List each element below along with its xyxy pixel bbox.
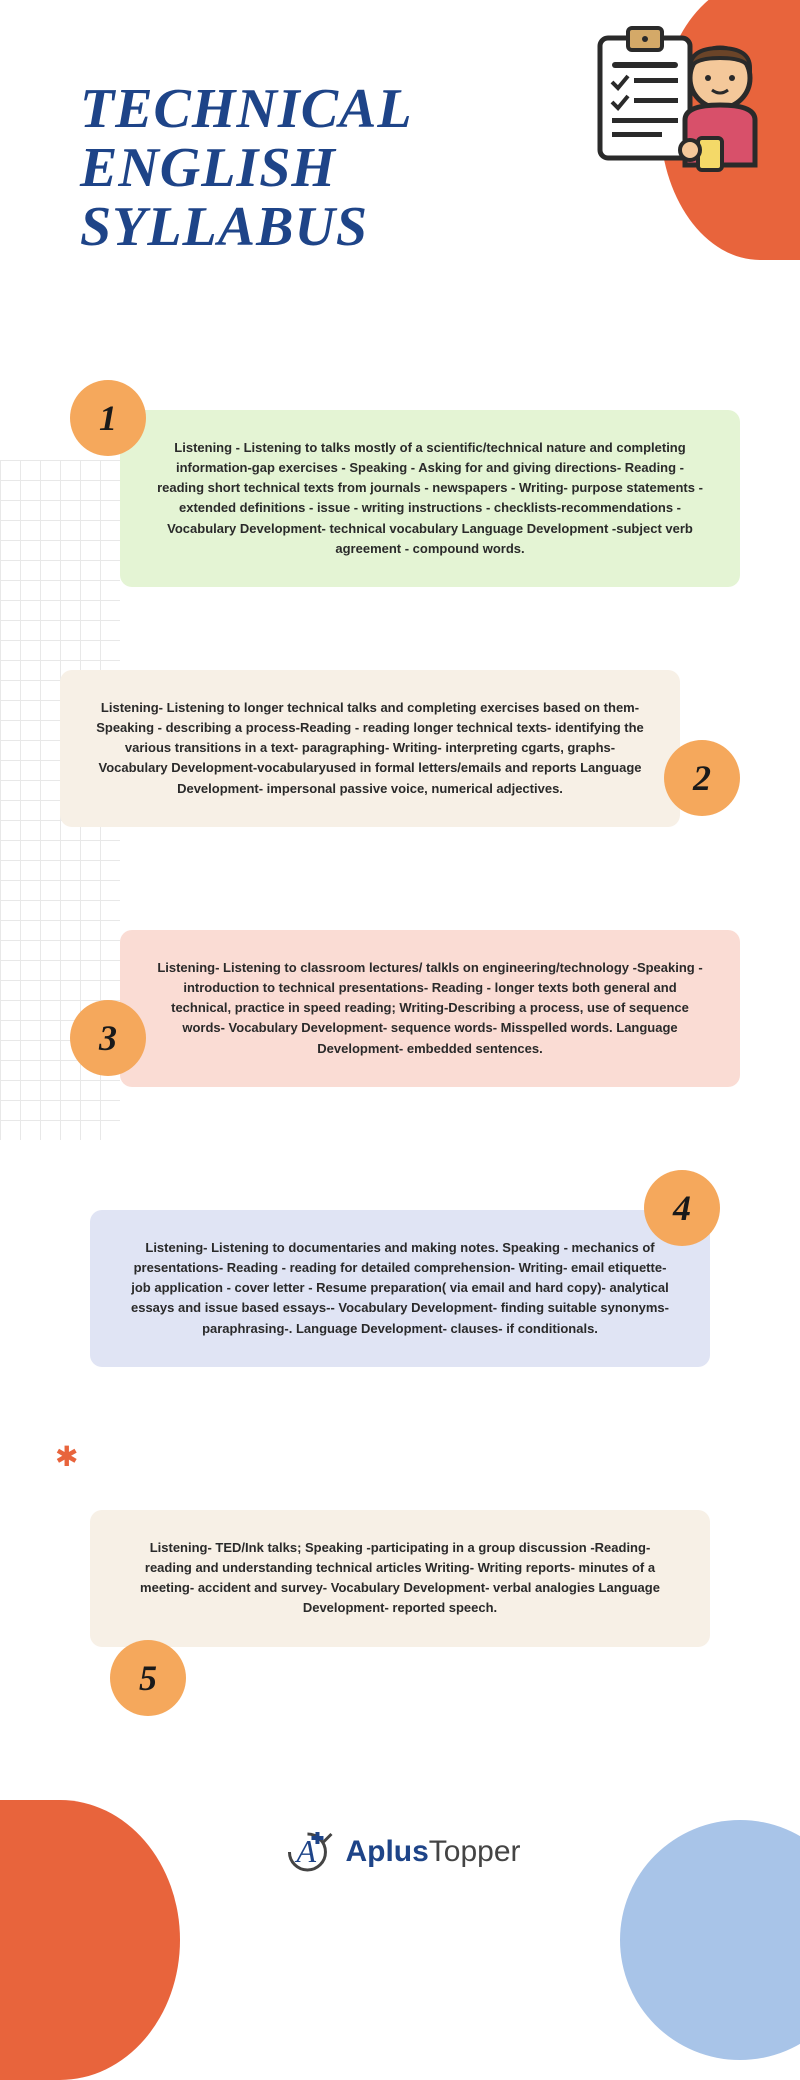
footer-logo: A AplusTopper: [279, 1824, 520, 1880]
footer-brand-topper: Topper: [429, 1835, 521, 1868]
title-line-3: SYLLABUS: [80, 196, 368, 258]
section-5-badge: 5: [110, 1640, 186, 1716]
syllabus-section-1: Listening - Listening to talks mostly of…: [120, 410, 740, 587]
student-clipboard-icon: [590, 20, 770, 200]
section-3-text: Listening- Listening to classroom lectur…: [156, 958, 704, 1059]
footer-logo-text: AplusTopper: [345, 1835, 520, 1869]
syllabus-section-2: Listening- Listening to longer technical…: [60, 670, 680, 827]
aplustopper-logo-icon: A: [279, 1824, 335, 1880]
section-2-badge: 2: [664, 740, 740, 816]
section-1-text: Listening - Listening to talks mostly of…: [156, 438, 704, 559]
badge-2-number: 2: [693, 757, 711, 799]
badge-1-number: 1: [99, 397, 117, 439]
section-3-badge: 3: [70, 1000, 146, 1076]
footer-brand-aplus: Aplus: [345, 1835, 428, 1868]
badge-3-number: 3: [99, 1017, 117, 1059]
section-1-badge: 1: [70, 380, 146, 456]
decorative-blob-bottom-right: [620, 1820, 800, 2060]
syllabus-section-5: Listening- TED/Ink talks; Speaking -part…: [90, 1510, 710, 1647]
badge-4-number: 4: [673, 1187, 691, 1229]
section-4-text: Listening- Listening to documentaries an…: [126, 1238, 674, 1339]
section-2-text: Listening- Listening to longer technical…: [96, 698, 644, 799]
title-line-1: TECHNICAL: [80, 78, 413, 140]
section-4-badge: 4: [644, 1170, 720, 1246]
badge-5-number: 5: [139, 1657, 157, 1699]
section-5-text: Listening- TED/Ink talks; Speaking -part…: [126, 1538, 674, 1619]
title-line-2: ENGLISH: [80, 137, 336, 199]
page-title: TECHNICAL ENGLISH SYLLABUS: [80, 80, 413, 256]
syllabus-section-4: Listening- Listening to documentaries an…: [90, 1210, 710, 1367]
decorative-blob-bottom-left: [0, 1800, 180, 2080]
syllabus-section-3: Listening- Listening to classroom lectur…: [120, 930, 740, 1087]
asterisk-icon: ✱: [55, 1440, 78, 1474]
